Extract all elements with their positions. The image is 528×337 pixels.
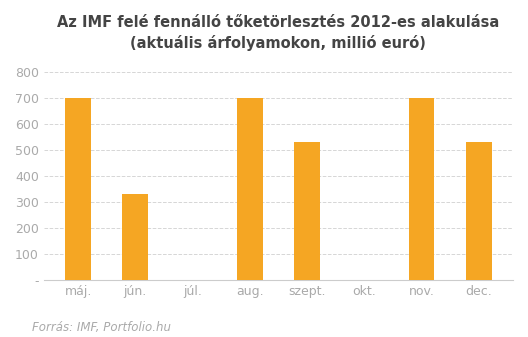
Bar: [237, 98, 263, 280]
Bar: [122, 194, 148, 280]
Bar: [466, 142, 492, 280]
Bar: [65, 98, 91, 280]
Bar: [294, 142, 320, 280]
Title: Az IMF felé fennálló tőketörlesztés 2012-es alakulása
(aktuális árfolyamokon, mi: Az IMF felé fennálló tőketörlesztés 2012…: [58, 15, 499, 51]
Text: Forrás: IMF, Portfolio.hu: Forrás: IMF, Portfolio.hu: [32, 320, 171, 334]
Bar: [409, 98, 435, 280]
